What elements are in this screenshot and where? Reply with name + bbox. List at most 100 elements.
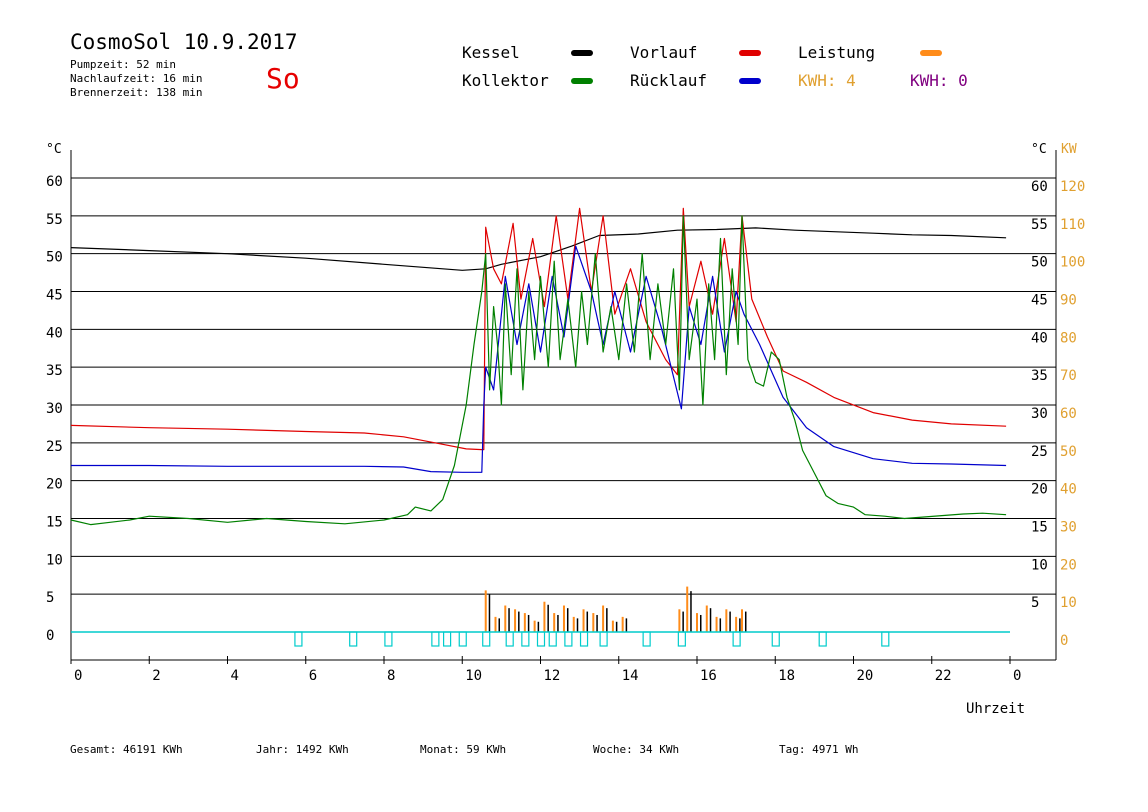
kw-tick-label: 100 [1060,255,1085,271]
y-tick-label-right: 55 [1031,217,1048,233]
chart-title: CosmoSol 10.9.2017 [70,30,298,54]
power-bar [602,605,605,632]
legend-kollektor-swatch [571,78,593,84]
kw-unit-label: KW [1061,142,1077,157]
x-tick-label: 16 [700,668,717,684]
power-bar [735,616,738,632]
power-bar [715,616,718,632]
power-bar-dark [566,608,569,632]
kw-tick-label: 0 [1060,633,1068,649]
y-tick-label-left: 40 [46,325,63,341]
power-bar-dark [596,614,598,632]
y-tick-label-left: 45 [46,288,63,304]
y-tick-label-left: 5 [46,590,54,606]
axes [70,150,1057,664]
pump-marker [564,631,573,647]
y-tick-label-left: 20 [46,477,63,493]
y-tick-label-left: 55 [46,212,63,228]
y-tick-label-left: 35 [46,363,63,379]
footer-woche: Woche: 34 KWh [593,743,680,756]
power-bar [705,605,708,632]
footer-tag: Tag: 4971 Wh [779,743,859,756]
kw-tick-label: 110 [1060,217,1085,233]
x-axis-label: Uhrzeit [966,701,1026,717]
power-bar-dark [488,594,491,632]
pump-marker [548,631,557,647]
legend-ruecklauf: Rücklauf [630,71,708,90]
x-tick-label: 12 [544,668,561,684]
y-tick-label-left: 25 [46,439,63,455]
y-tick-label-right: 60 [1031,179,1048,195]
legend-kollektor: Kollektor [462,71,549,90]
power-bar-dark [518,611,520,632]
y-tick-label-left: 15 [46,515,63,531]
power-bar [725,609,728,632]
y-unit-label-left: °C [46,142,62,157]
power-bar [611,620,614,632]
kw-tick-label: 10 [1060,595,1077,611]
y-tick-label-right: 5 [1031,595,1039,611]
power-bar-dark [508,608,510,632]
y-tick-label-right: 10 [1031,557,1048,573]
power-bar-dark [547,604,549,632]
x-tick-label: 0 [1013,668,1021,684]
weekday-label: So [266,62,300,95]
power-bar-dark [615,621,618,632]
power-bar [740,609,743,632]
legend-leistung: Leistung [798,43,876,62]
pump-marker [579,631,589,647]
x-tick-label: 8 [387,668,395,684]
pump-marker [536,631,546,647]
grid-lines [71,177,1056,595]
footer-gesamt: Gesamt: 46191 KWh [70,743,183,756]
pump-markers [71,631,1010,647]
pump-marker [443,631,452,647]
pump-marker [482,631,491,647]
x-tick-label: 0 [74,668,82,684]
y-tick-label-right: 15 [1031,520,1048,536]
power-bar [621,616,624,632]
legend-ruecklauf-swatch [739,78,761,84]
power-bar-dark [700,614,702,632]
power-bar-dark [537,621,540,632]
y-tick-label-right: 45 [1031,293,1048,309]
y-tick-label-right: 50 [1031,255,1048,271]
power-bars [484,586,747,632]
pump-marker [458,631,467,647]
pump-marker [431,631,440,647]
pump-marker [349,631,358,647]
kw-tick-label: 90 [1060,293,1077,309]
kw-tick-label: 80 [1060,330,1077,346]
pump-marker [505,631,514,647]
kw-tick-label: 120 [1060,179,1085,195]
power-bar [592,613,595,632]
footer-monat: Monat: 59 KWh [420,743,507,756]
pumpzeit-text: Pumpzeit: 52 min [70,58,176,71]
legend-kessel-swatch [571,50,593,56]
y-tick-label-right: 30 [1031,406,1048,422]
series-line-rcklauf [71,245,1007,473]
pump-marker [642,631,651,647]
series-line-kollektor [70,215,1007,526]
power-bar-dark [586,611,589,632]
power-bar-dark [625,618,628,632]
y-tick-label-left: 10 [46,552,63,568]
power-bar [514,609,517,632]
x-tick-label: 4 [231,668,239,684]
brennerzeit-text: Brennerzeit: 138 min [70,86,203,99]
x-tick-label: 2 [152,668,160,684]
kw-tick-label: 30 [1060,520,1077,536]
pump-marker [732,631,741,647]
power-bar [533,620,536,632]
y-tick-label-left: 0 [46,628,54,644]
power-bar-dark [527,614,530,632]
pump-marker [521,631,530,647]
pump-marker [294,631,303,647]
y-tick-label-right: 25 [1031,444,1048,460]
kw-tick-label: 40 [1060,482,1077,498]
y-tick-label-left: 50 [46,250,63,266]
power-bar [562,605,565,632]
footer-jahr: Jahr: 1492 KWh [256,743,349,756]
pump-marker [818,631,827,647]
